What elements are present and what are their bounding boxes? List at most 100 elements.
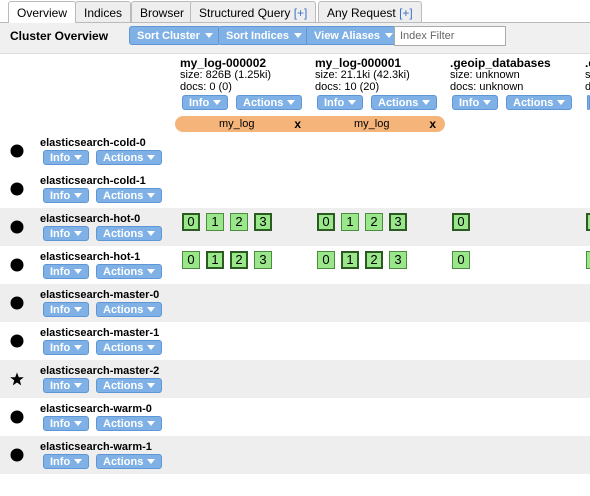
info-label: Info xyxy=(50,152,71,164)
node-name: elasticsearch-cold-1 xyxy=(40,175,146,187)
tab-overview[interactable]: Overview xyxy=(8,1,77,24)
filled-circle-icon xyxy=(10,296,24,310)
chevron-down-icon xyxy=(557,100,566,105)
node-actions-button[interactable]: Actions xyxy=(96,264,163,279)
node-info-button[interactable]: Info xyxy=(43,454,90,469)
node-info-button[interactable]: Info xyxy=(43,416,90,431)
tab-label: Overview xyxy=(17,6,68,20)
chevron-down-icon xyxy=(74,421,83,426)
shard[interactable]: 2 xyxy=(365,213,383,231)
node-info-button[interactable]: Info xyxy=(43,340,90,355)
shard[interactable]: 0 xyxy=(182,213,200,231)
node-actions-button[interactable]: Actions xyxy=(96,340,163,355)
index-actions-button[interactable]: Actions xyxy=(506,95,573,110)
shard[interactable]: 0 xyxy=(317,251,335,269)
node-row: elasticsearch-cold-1 Info Actions xyxy=(0,170,590,208)
info-label: Info xyxy=(50,418,71,430)
shard[interactable]: 0 xyxy=(182,251,200,269)
filled-circle-icon xyxy=(10,182,24,196)
node-info-button[interactable]: Info xyxy=(43,264,90,279)
node-row: elasticsearch-hot-1 Info Actions 0 1 2 3… xyxy=(0,246,590,284)
shard[interactable]: 2 xyxy=(230,213,248,231)
node-row: elasticsearch-master-2 Info Actions xyxy=(0,360,590,398)
actions-label: Actions xyxy=(378,97,419,109)
tab-any-request[interactable]: Any Request [+] xyxy=(318,1,422,23)
shard[interactable]: 1 xyxy=(206,251,224,269)
shard-partial[interactable] xyxy=(586,213,590,231)
node-actions-button[interactable]: Actions xyxy=(96,150,163,165)
view-aliases-button[interactable]: View Aliases xyxy=(306,26,402,45)
shard[interactable]: 0 xyxy=(452,251,470,269)
shard[interactable]: 2 xyxy=(230,251,248,269)
node-actions-button[interactable]: Actions xyxy=(96,454,163,469)
chevron-down-icon xyxy=(147,307,156,312)
node-row: elasticsearch-warm-1 Info Actions xyxy=(0,436,590,474)
node-info-button[interactable]: Info xyxy=(43,188,90,203)
node-info-button[interactable]: Info xyxy=(43,226,90,241)
shard[interactable]: 3 xyxy=(389,251,407,269)
actions-label: Actions xyxy=(103,266,144,278)
alias-tag: my_log x xyxy=(310,117,442,131)
actions-label: Actions xyxy=(103,418,144,430)
node-actions-button[interactable]: Actions xyxy=(96,188,163,203)
info-label: Info xyxy=(50,380,71,392)
tab-browser[interactable]: Browser xyxy=(131,1,194,23)
shard[interactable]: 1 xyxy=(206,213,224,231)
tab-indices[interactable]: Indices xyxy=(75,1,132,23)
tab-label: Structured Query xyxy=(199,6,291,20)
shard[interactable]: 3 xyxy=(254,213,272,231)
node-info-button[interactable]: Info xyxy=(43,150,90,165)
info-label: Info xyxy=(189,97,210,109)
tab-label: Browser xyxy=(140,6,185,20)
node-actions-button[interactable]: Actions xyxy=(96,378,163,393)
node-info-button[interactable]: Info xyxy=(43,302,90,317)
alias-bar: my_log x my_log x xyxy=(175,116,445,132)
remove-alias-button[interactable]: x xyxy=(294,117,301,131)
info-label: Info xyxy=(459,97,480,109)
node-name: elasticsearch-master-1 xyxy=(40,327,160,339)
actions-label: Actions xyxy=(103,342,144,354)
shard[interactable]: 1 xyxy=(341,213,359,231)
shard-partial[interactable] xyxy=(586,251,590,269)
chevron-down-icon xyxy=(74,345,83,350)
tab-structured-query[interactable]: Structured Query [+] xyxy=(190,1,317,23)
index-actions-button[interactable]: Actions xyxy=(236,95,303,110)
index-filter-input[interactable] xyxy=(394,26,506,46)
info-label: Info xyxy=(324,97,345,109)
node-info-button[interactable]: Info xyxy=(43,378,90,393)
shard[interactable]: 0 xyxy=(452,213,470,231)
index-info-button[interactable]: Info xyxy=(317,95,364,110)
chevron-down-icon xyxy=(287,100,296,105)
shard[interactable]: 3 xyxy=(389,213,407,231)
star-icon xyxy=(10,372,24,386)
chevron-down-icon xyxy=(74,459,83,464)
chevron-down-icon xyxy=(74,155,83,160)
shard[interactable]: 1 xyxy=(341,251,359,269)
index-actions-button[interactable]: Actions xyxy=(371,95,438,110)
alias-name: my_log xyxy=(354,118,390,130)
filled-circle-icon xyxy=(10,448,24,462)
info-label: Info xyxy=(50,456,71,468)
node-actions-button[interactable]: Actions xyxy=(96,226,163,241)
index-info-button[interactable]: Info xyxy=(182,95,229,110)
shard[interactable]: 3 xyxy=(254,251,272,269)
sort-indices-button[interactable]: Sort Indices xyxy=(218,26,310,45)
node-actions-button[interactable]: Actions xyxy=(96,416,163,431)
alias-name: my_log xyxy=(219,118,255,130)
index-size: size: unknown xyxy=(450,69,520,81)
shard[interactable]: 2 xyxy=(365,251,383,269)
sort-cluster-button[interactable]: Sort Cluster xyxy=(129,26,221,45)
index-docs: docs: 0 (0) xyxy=(180,81,232,93)
index-info-button[interactable]: Info xyxy=(452,95,499,110)
remove-alias-button[interactable]: x xyxy=(429,117,436,131)
index-name: .geoip_databases xyxy=(450,56,551,70)
shard[interactable]: 0 xyxy=(317,213,335,231)
index-docs: docs: unknown xyxy=(450,81,524,93)
node-row: elasticsearch-warm-0 Info Actions xyxy=(0,398,590,436)
node-actions-button[interactable]: Actions xyxy=(96,302,163,317)
chevron-down-icon xyxy=(147,193,156,198)
chevron-down-icon xyxy=(422,100,431,105)
filled-circle-icon xyxy=(10,410,24,424)
node-row: elasticsearch-cold-0 Info Actions xyxy=(0,132,590,170)
node-row: elasticsearch-master-1 Info Actions xyxy=(0,322,590,360)
